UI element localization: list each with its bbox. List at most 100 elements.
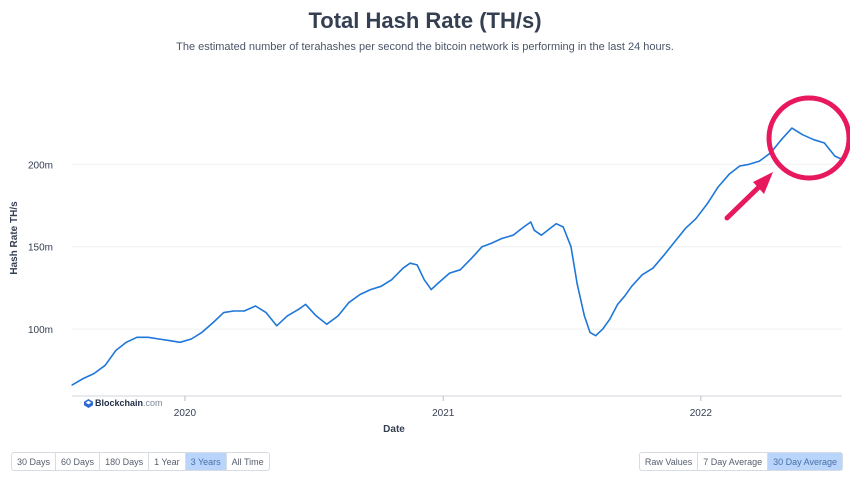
chart-title: Total Hash Rate (TH/s) [308,8,542,33]
blockchain-logo: Blockchain .com [84,398,163,408]
data-point [728,173,730,175]
data-point [298,308,300,310]
ranges-button-3-years[interactable]: 3 Years [185,452,227,471]
data-point [748,163,750,165]
data-point [158,338,160,340]
data-point [391,279,393,281]
data-point [813,139,815,141]
data-point [437,282,439,284]
data-point [470,257,473,259]
data-point [684,228,686,230]
data-point [583,315,586,317]
data-point [423,279,425,281]
blockchain-logo-icon [84,398,93,408]
highlight-annotation [724,95,850,221]
data-point [233,310,235,312]
y-axis-ticks: 100m 150m 200m [28,160,53,336]
data-point [549,228,551,230]
data-point [595,335,597,337]
data-point [512,234,514,236]
grid-lines [72,163,842,330]
series-line-0 [71,127,843,386]
data-point [402,267,404,269]
data-point [416,264,418,266]
arrow-shaft [724,183,763,221]
data-point [758,160,761,162]
modes-button-raw-values[interactable]: Raw Values [638,452,699,471]
data-point [82,377,84,380]
chart-subtitle: The estimated number of terahashes per s… [176,41,674,53]
x-axis-title: Date [383,424,405,435]
data-point [223,312,225,314]
averaging-mode-selector: Raw Values 7 Day Average 30 Day Average [638,452,843,471]
data-point [190,338,192,340]
data-point [380,285,382,287]
data-point [276,325,278,327]
data-point [93,373,95,375]
data-point [286,315,288,317]
data-point [834,155,836,157]
data-point [449,272,451,274]
arrow-head [753,172,773,194]
data-point [501,237,503,240]
data-point [481,246,483,248]
data-point [706,203,708,205]
data-point [409,262,411,264]
data-point [555,223,557,225]
ranges-button-1-year[interactable]: 1 Year [149,452,186,471]
modes-button-7-day-average[interactable]: 7 Day Average [698,452,769,471]
data-point [663,254,665,256]
data-point [523,226,525,228]
y-tick-label: 150m [28,243,53,254]
data-point [326,323,328,325]
ranges-button-all-time[interactable]: All Time [226,452,270,471]
data-point [305,303,307,305]
y-tick-label: 200m [28,160,53,171]
data-point [315,315,317,317]
ranges-button-60-days[interactable]: 60 Days [56,452,101,471]
data-point [201,331,203,333]
y-tick-label: 100m [28,325,53,336]
time-range-selector: 30 Days 60 Days 180 Days 1 Year 3 Years All T… [11,452,270,471]
data-point [533,229,535,231]
highlight-circle [766,95,850,181]
data-point [530,221,532,223]
data-point [801,134,804,136]
data-point [641,274,643,276]
data-point [570,246,572,248]
x-tick-label: 2020 [174,408,197,419]
data-point [136,336,138,338]
data-point [168,340,170,342]
data-point [576,284,578,286]
data-point [125,341,127,343]
data-point [212,321,214,324]
brand-name: Blockchain [95,398,144,408]
data-point [147,336,149,338]
data-point [739,165,741,167]
data-point [631,285,633,287]
ranges-button-180-days[interactable]: 180 Days [100,452,150,471]
data-point [115,349,117,352]
data-point [717,186,719,188]
data-point [71,384,73,386]
ranges-button-30-days[interactable]: 30 Days [11,452,57,471]
data-point [589,331,591,333]
data-point [430,289,432,291]
data-point [602,328,604,330]
data-point [369,289,372,291]
data-point [459,269,461,271]
x-axis: 2020 2021 2022 [72,395,842,419]
data-point [823,142,826,144]
data-point [540,234,542,236]
data-point [617,303,619,305]
data-point [562,226,564,228]
data-point [674,241,676,243]
x-tick-label: 2022 [690,408,713,419]
data-point [179,341,181,343]
data-point [348,302,350,304]
x-tick-label: 2021 [432,408,455,419]
modes-button-30-day-average[interactable]: 30 Day Average [768,452,843,471]
series-layer [71,127,843,386]
data-point [265,312,267,314]
